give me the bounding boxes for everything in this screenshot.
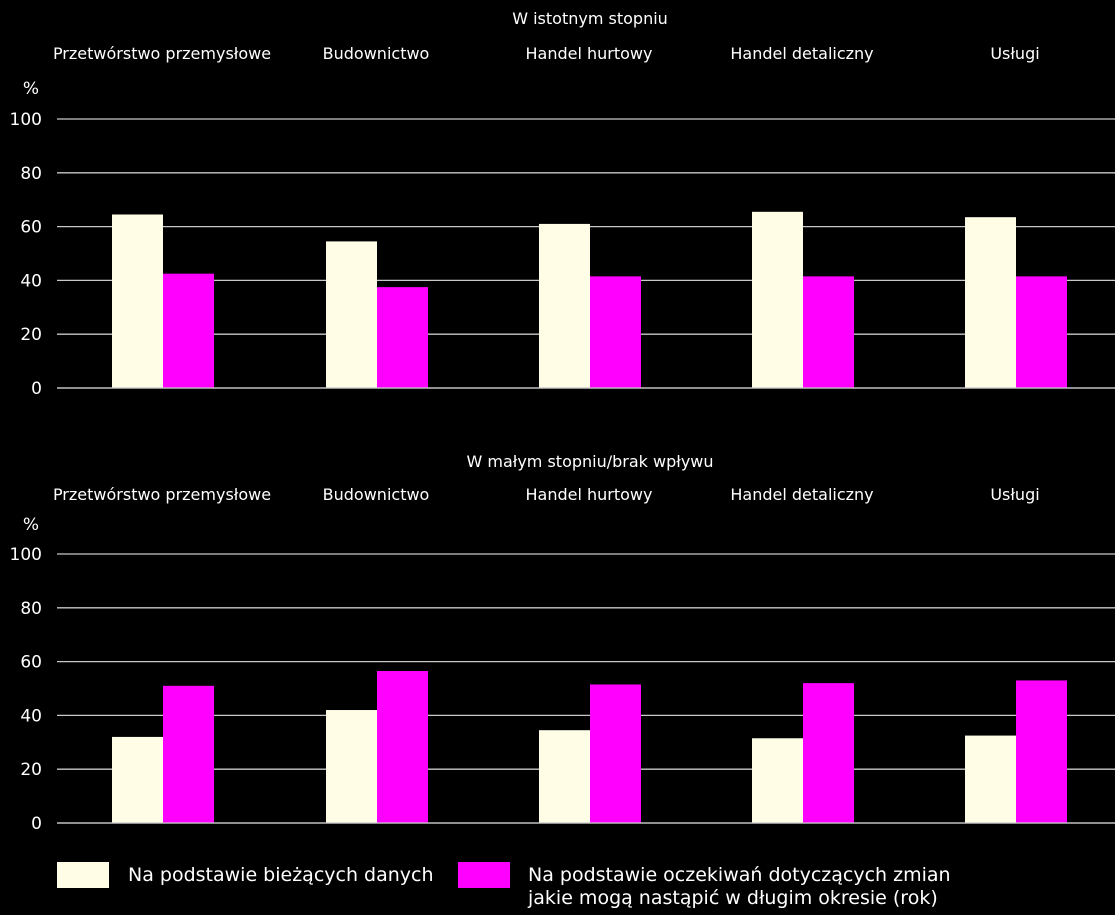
legend: Na podstawie bieżących danych Na podstaw… (0, 856, 1115, 915)
panel-1-y-tick-label: 0 (31, 379, 42, 399)
panel-2-y-unit-label: % (23, 515, 39, 535)
panel-2-y-tick-label: 0 (31, 814, 42, 834)
panel-2-bar-expected (377, 671, 428, 823)
panel-2-bar-expected (590, 684, 641, 823)
panel-2-bar-expected (1016, 680, 1067, 823)
panel-1-y-tick-label: 100 (10, 110, 42, 130)
panel-1-y-tick-label: 80 (20, 164, 42, 184)
panel-1-bar-expected (1016, 276, 1067, 388)
legend-swatch-expected (458, 862, 510, 888)
panel-2-bar-expected (803, 683, 854, 823)
bar-chart: W istotnym stopniu Przetwórstwo przemysło… (10, 9, 1115, 834)
panel-1-y-tick-label: 60 (20, 218, 42, 238)
panel-1-bar-current (112, 214, 163, 388)
panel-1-bar-expected (377, 287, 428, 388)
panel-2-bar-current (965, 735, 1016, 823)
panel-2-chart-title: W małym stopniu/brak wpływu (466, 452, 713, 471)
panel-1-bar-expected (803, 276, 854, 388)
panel-2-category-label: Budownictwo (323, 485, 430, 504)
panel-2-bar-current (326, 710, 377, 823)
panel-1-category-label: Przetwórstwo przemysłowe (53, 44, 271, 63)
panel-1-bar-current (326, 241, 377, 388)
panel-1-bar-expected (163, 273, 214, 388)
panel-2-y-tick-label: 100 (10, 545, 42, 565)
panel-1-category-label: Budownictwo (323, 44, 430, 63)
panel-2-bar-current (539, 730, 590, 823)
panel-2-category-label: Przetwórstwo przemysłowe (53, 485, 271, 504)
panel-2-y-tick-label: 60 (20, 653, 42, 673)
panel-2-bar-current (752, 738, 803, 823)
panel-2-bar-current (112, 736, 163, 823)
panel-2-y-tick-label: 80 (20, 599, 42, 619)
panel-1-bar-current (965, 217, 1016, 388)
panel-1-y-tick-label: 40 (20, 271, 42, 291)
legend-label-current: Na podstawie bieżących danych (128, 864, 434, 886)
panel-2-category-label: Usługi (990, 485, 1039, 504)
legend-swatch-current (57, 862, 109, 888)
panel-2-y-tick-label: 40 (20, 706, 42, 726)
legend-label-expected-line-1: Na podstawie oczekiwań dotyczących zmian (528, 864, 951, 886)
panel-1-bar-current (539, 223, 590, 388)
panel-1-y-tick-label: 20 (20, 325, 42, 345)
panel-1-chart-title: W istotnym stopniu (512, 9, 668, 28)
legend-label-expected-line-2: jakie mogą nastąpić w długim okresie (ro… (528, 887, 938, 909)
panel-1-category-label: Handel detaliczny (730, 44, 873, 63)
panel-1-category-label: Usługi (990, 44, 1039, 63)
panel-1-category-label: Handel hurtowy (526, 44, 653, 63)
panel-2-category-label: Handel hurtowy (526, 485, 653, 504)
panel-1-bar-expected (590, 276, 641, 388)
panel-2-bar-expected (163, 685, 214, 823)
panel-2-y-tick-label: 20 (20, 760, 42, 780)
panel-1-bar-current (752, 211, 803, 388)
panel-2-category-label: Handel detaliczny (730, 485, 873, 504)
panel-1-y-unit-label: % (23, 79, 39, 99)
